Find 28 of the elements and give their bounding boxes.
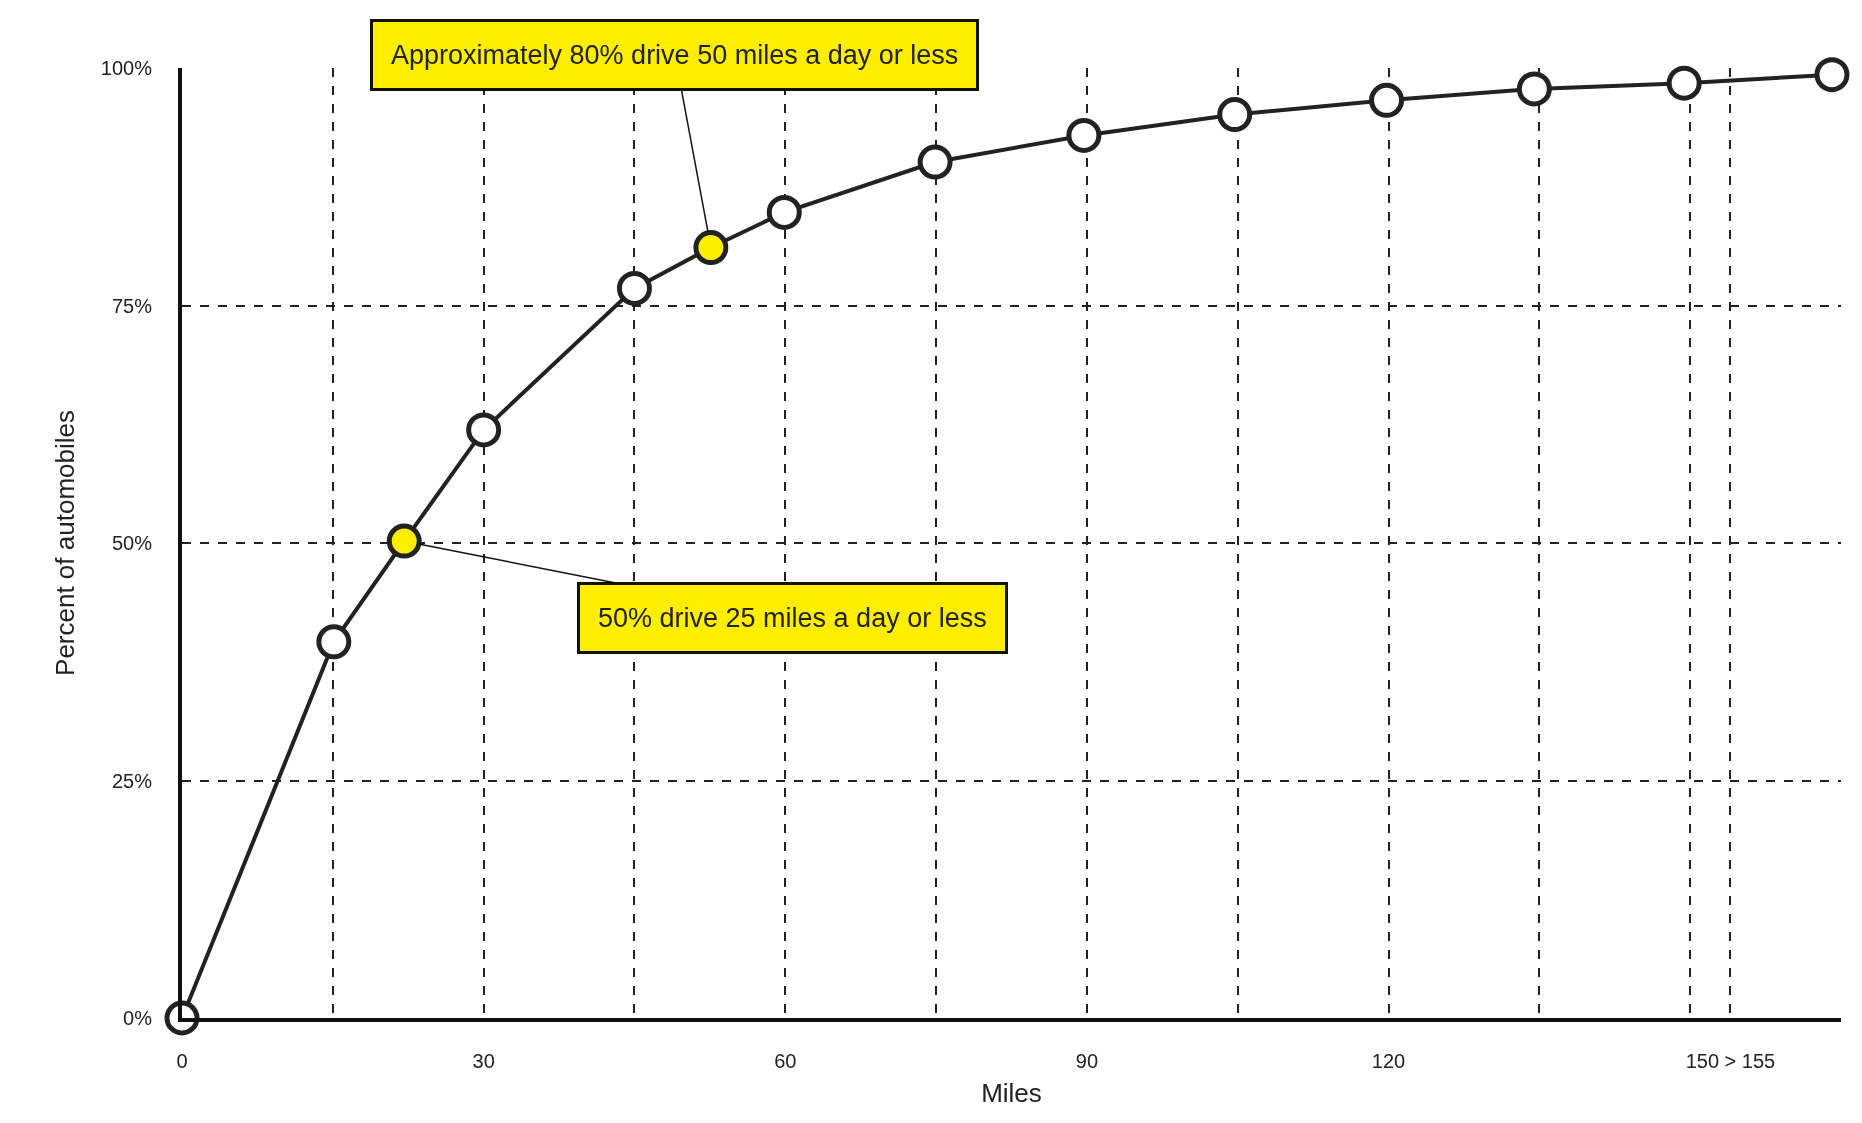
point [1666, 65, 1702, 101]
y-tick-label: 25% [111, 769, 153, 792]
x-tick-label: 0 [176, 1050, 188, 1072]
y-axis-title: Percent of automobiles [49, 410, 80, 676]
point [917, 144, 953, 180]
point [1814, 57, 1850, 93]
point [1369, 82, 1405, 118]
x-tick-label: 60 [774, 1050, 797, 1072]
x-tick-label: 150 > 155 [1685, 1050, 1776, 1072]
point [386, 523, 422, 559]
y-tick-label: 100% [100, 57, 153, 79]
y-tick-label: 0% [123, 1007, 153, 1029]
x-tick-label: 30 [472, 1050, 495, 1072]
point [316, 624, 352, 660]
annotation: Approximately 80% drive 50 miles a day or less [391, 40, 959, 70]
x-tick-label: 120 [1371, 1050, 1406, 1072]
point [1066, 117, 1102, 153]
x-tick-label: 90 [1075, 1050, 1099, 1072]
point [693, 230, 729, 266]
point [1516, 71, 1552, 107]
point [766, 194, 802, 230]
point [616, 270, 652, 306]
x-axis-title: Miles [981, 1078, 1042, 1109]
point [466, 412, 502, 448]
y-tick-label: 50% [111, 532, 153, 554]
point [1217, 97, 1253, 133]
annotation: 50% drive 25 miles a day or less [598, 603, 987, 633]
y-tick-label: 75% [111, 294, 153, 317]
